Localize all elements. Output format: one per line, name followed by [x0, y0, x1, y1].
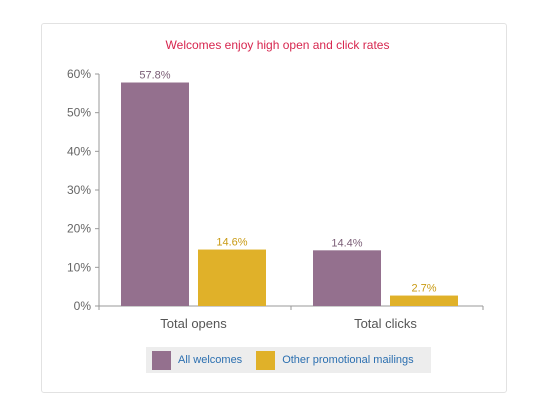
data-label: 14.4%	[331, 237, 362, 249]
y-tick-label: 0%	[74, 299, 92, 313]
chart-title: Welcomes enjoy high open and click rates	[165, 38, 390, 52]
y-tick-label: 40%	[67, 144, 91, 158]
legend-item-other-promotional: Other promotional mailings	[256, 350, 414, 370]
legend-swatch-other-promotional	[256, 350, 276, 370]
bar	[198, 249, 266, 306]
data-label: 2.7%	[411, 283, 436, 295]
bar	[121, 82, 189, 306]
y-tick-label: 10%	[67, 260, 91, 274]
bar	[390, 295, 458, 306]
x-category-label: Total opens	[160, 316, 227, 331]
legend-swatch-all-welcomes	[152, 350, 171, 370]
chart-card	[41, 23, 507, 393]
y-tick-label: 30%	[67, 183, 91, 197]
bar	[313, 250, 381, 306]
y-tick-label: 60%	[67, 67, 91, 81]
x-category-label: Total clicks	[354, 316, 417, 331]
y-tick-label: 50%	[67, 106, 91, 120]
legend-item-all-welcomes: All welcomes	[152, 350, 243, 370]
data-label: 14.6%	[216, 237, 247, 249]
chart-legend: All welcomes Other promotional mailings	[146, 347, 431, 373]
legend-label-all-welcomes: All welcomes	[178, 354, 243, 366]
data-label: 57.8%	[139, 70, 170, 82]
legend-label-other-promotional: Other promotional mailings	[282, 354, 414, 366]
y-tick-label: 20%	[67, 222, 91, 236]
